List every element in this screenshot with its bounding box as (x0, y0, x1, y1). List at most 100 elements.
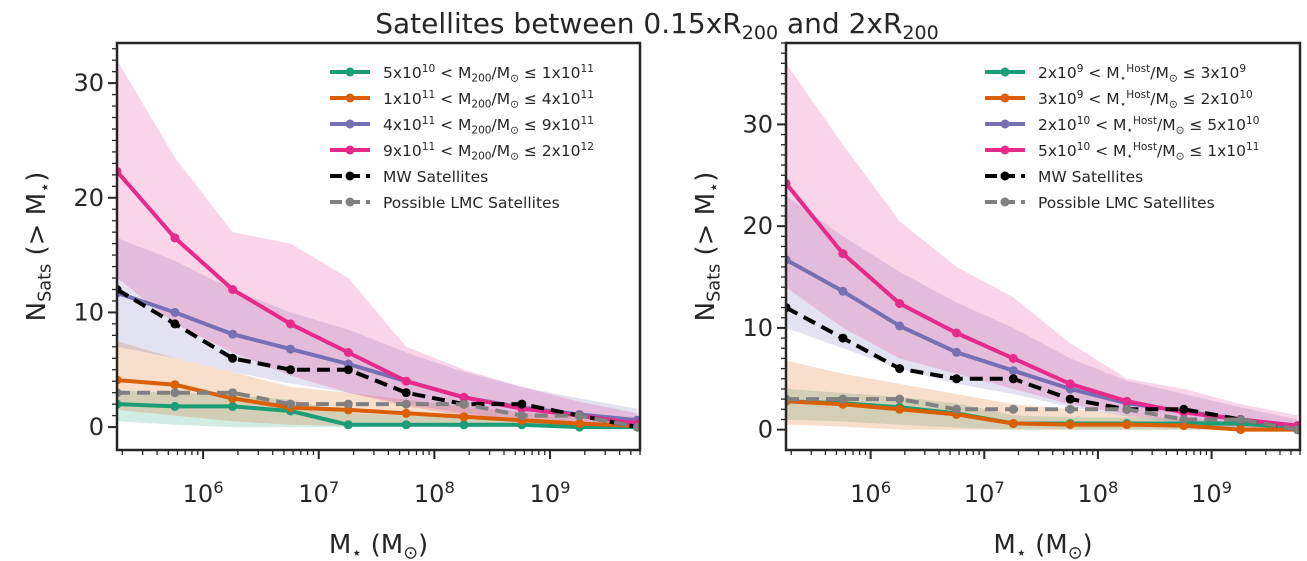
data-point (1065, 404, 1075, 414)
data-point (575, 411, 584, 421)
axes-frame (115, 41, 642, 452)
x-tick-label: 108 (414, 478, 455, 508)
data-point (1065, 394, 1075, 404)
data-point (286, 344, 295, 354)
legend-marker (345, 197, 355, 207)
band-series-0 (786, 388, 1298, 430)
data-point (459, 412, 469, 422)
data-point (343, 348, 353, 357)
data-point (895, 299, 905, 308)
x-tick-label: 107 (964, 478, 1005, 508)
y-axis-label: NSats (> M⋆) (691, 172, 725, 322)
series-line-5 (117, 390, 638, 430)
data-point (895, 321, 905, 331)
band-series-3 (117, 60, 638, 428)
data-point (343, 399, 353, 409)
data-point (343, 420, 353, 430)
series-line-5 (786, 397, 1298, 432)
legend-item: 2x109 < M⋆Host/M⊙ ≤ 3x109 (985, 63, 1246, 84)
x-tick-label: 106 (183, 478, 224, 508)
band-series-2 (117, 237, 638, 428)
x-tick-label: 109 (1191, 478, 1232, 508)
legend-label: 3x109 < M⋆Host/M⊙ ≤ 2x1010 (1038, 89, 1253, 110)
data-point (286, 365, 295, 375)
series-line-3 (117, 170, 638, 426)
legend-item: Possible LMC Satellites (330, 194, 560, 212)
data-point (952, 347, 961, 357)
series-line-4 (786, 305, 1298, 432)
data-point (401, 388, 411, 398)
data-point (1122, 396, 1132, 406)
y-tick-label: 0 (758, 416, 773, 444)
legend-label: MW Satellites (1038, 168, 1143, 186)
data-point (228, 329, 238, 339)
plot-area (786, 63, 1300, 435)
data-point (228, 353, 238, 363)
legend-marker (345, 119, 355, 129)
y-tick-label: 30 (73, 69, 104, 97)
data-point (286, 399, 295, 409)
data-point (1179, 404, 1189, 414)
data-point (1293, 425, 1300, 435)
legend-marker (345, 93, 355, 103)
data-point (170, 380, 180, 390)
legend-label: 9x1011 < M200/M⊙ ≤ 2x1012 (383, 141, 594, 162)
data-point (459, 392, 469, 402)
legend-item: 1x1011 < M200/M⊙ ≤ 4x1011 (330, 89, 594, 110)
data-point (170, 233, 180, 243)
data-point (401, 399, 411, 409)
data-point (1008, 374, 1018, 384)
y-tick-label: 30 (742, 110, 773, 138)
data-point (632, 422, 640, 432)
legend-item: MW Satellites (985, 168, 1143, 186)
legend-marker (345, 171, 355, 181)
series-line-0 (117, 402, 638, 430)
data-point (1236, 415, 1246, 424)
legend-item: 2x1010 < M⋆Host/M⊙ ≤ 5x1010 (985, 115, 1259, 136)
right-panel: 106 107 108 109 0 10 20 30 M⋆ (M⊙) NSats (> M⋆) 2x… (691, 41, 1302, 561)
legend-item: Possible LMC Satellites (985, 194, 1215, 212)
data-point (952, 374, 961, 384)
x-axis-label: M⋆ (M⊙) (993, 530, 1092, 561)
data-point (517, 411, 527, 421)
data-point (459, 399, 469, 409)
data-point (838, 249, 848, 259)
data-point (228, 388, 238, 398)
data-point (952, 328, 961, 338)
legend-label: Possible LMC Satellites (383, 194, 560, 212)
left-panel: 106 107 108 109 0 10 20 30 M⋆ (M⊙) NSats (> M⋆) 5x… (22, 41, 642, 561)
data-point (895, 394, 905, 404)
legend: 2x109 < M⋆Host/M⊙ ≤ 3x109 3x109 < M⋆Host/… (985, 63, 1259, 212)
y-tick-label: 20 (742, 212, 773, 240)
x-tick-label: 109 (530, 478, 571, 508)
data-point (228, 285, 238, 294)
y-tick-label: 10 (742, 314, 773, 342)
legend: 5x1010 < M200/M⊙ ≤ 1x1011 1x1011 < M200/M… (330, 63, 594, 212)
figure-title: Satellites between 0.15xR200 and 2xR200 (375, 7, 939, 44)
legend-marker (1000, 171, 1010, 181)
data-point (1236, 425, 1246, 435)
legend-item: 4x1011 < M200/M⊙ ≤ 9x1011 (330, 115, 594, 136)
legend-label: MW Satellites (383, 168, 488, 186)
data-point (401, 376, 411, 386)
legend-label: 1x1011 < M200/M⊙ ≤ 4x1011 (383, 89, 594, 110)
band-series-3 (786, 63, 1298, 430)
data-point (343, 365, 353, 375)
data-point (286, 319, 295, 329)
legend-item: 3x109 < M⋆Host/M⊙ ≤ 2x1010 (985, 89, 1253, 110)
legend-marker (345, 145, 355, 155)
data-point (401, 408, 411, 418)
data-point (228, 401, 238, 411)
legend-marker (1000, 119, 1010, 129)
data-point (838, 286, 848, 296)
legend-item: 9x1011 < M200/M⊙ ≤ 2x1012 (330, 141, 594, 162)
x-tick-label: 106 (850, 478, 891, 508)
legend-label: Possible LMC Satellites (1038, 194, 1215, 212)
y-tick-label: 10 (73, 298, 104, 326)
legend-label: 5x1010 < M⋆Host/M⊙ ≤ 1x1011 (1038, 141, 1259, 162)
data-point (575, 419, 584, 429)
data-point (170, 401, 180, 411)
data-point (952, 404, 961, 414)
data-point (1179, 415, 1189, 424)
